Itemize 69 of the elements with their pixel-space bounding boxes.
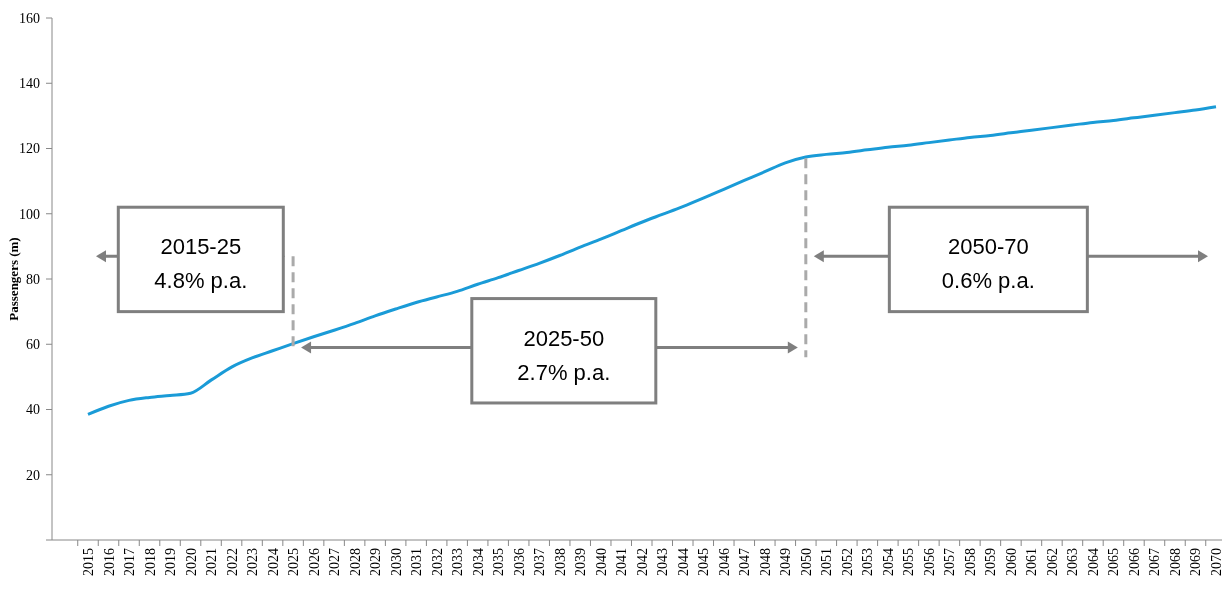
x-tick-label: 2062 <box>1044 548 1060 576</box>
x-tick-label: 2037 <box>532 548 548 576</box>
y-tick-label: 120 <box>19 141 40 157</box>
x-tick-label: 2060 <box>1003 548 1019 576</box>
x-tick-label: 2070 <box>1209 548 1224 576</box>
x-tick-label: 2031 <box>409 548 425 576</box>
x-tick-label: 2055 <box>901 548 917 576</box>
x-tick-label: 2066 <box>1126 548 1142 576</box>
x-tick-label: 2024 <box>265 548 281 576</box>
x-tick-label: 2058 <box>962 548 978 576</box>
x-tick-label: 2015 <box>81 548 96 576</box>
x-tick-label: 2069 <box>1188 548 1204 576</box>
annotation: 2050-70 0.6% p.a. <box>941 234 1035 294</box>
x-tick-label: 2038 <box>552 548 568 576</box>
y-tick-label: 60 <box>26 337 40 353</box>
x-tick-label: 2016 <box>101 548 117 576</box>
x-tick-label: 2044 <box>675 548 691 576</box>
x-tick-label: 2067 <box>1147 548 1163 576</box>
x-tick-label: 2052 <box>839 548 855 576</box>
x-tick-label: 2054 <box>880 548 896 576</box>
x-tick-label: 2049 <box>778 548 794 576</box>
x-tick-label: 2040 <box>593 548 609 576</box>
x-tick-label: 2057 <box>942 548 958 576</box>
x-tick-label: 2036 <box>511 548 527 576</box>
annotation: 2015-25 4.8% p.a. <box>154 234 248 294</box>
x-tick-label: 2030 <box>388 548 404 576</box>
x-tick-label: 2021 <box>204 548 220 576</box>
x-tick-label: 2018 <box>142 548 158 576</box>
x-tick-label: 2033 <box>450 548 466 576</box>
x-tick-label: 2068 <box>1167 548 1183 576</box>
x-tick-label: 2064 <box>1085 548 1101 576</box>
x-tick-label: 2059 <box>983 548 999 576</box>
x-tick-label: 2051 <box>819 548 835 576</box>
line-series <box>86 105 1218 416</box>
x-tick-label: 2050 <box>798 548 814 576</box>
x-tick-label: 2017 <box>122 548 138 576</box>
x-tick-label: 2056 <box>921 548 937 576</box>
x-tick-label: 2041 <box>614 548 630 576</box>
x-tick-label: 2035 <box>491 548 507 576</box>
x-tick-label: 2039 <box>573 548 589 576</box>
annotation: 2025-50 2.7% p.a. <box>517 325 611 385</box>
x-tick-label: 2029 <box>368 548 384 576</box>
x-tick-label: 2061 <box>1024 548 1040 576</box>
x-tick-label: 2027 <box>327 548 343 576</box>
x-tick-label: 2022 <box>224 548 240 576</box>
y-tick-label: 40 <box>26 402 40 418</box>
x-tick-label: 2046 <box>716 548 732 576</box>
x-tick-label: 2063 <box>1065 548 1081 576</box>
y-tick-label: 20 <box>26 467 40 483</box>
x-tick-label: 2065 <box>1106 548 1122 576</box>
y-tick-label: 160 <box>19 10 40 26</box>
x-tick-label: 2043 <box>655 548 671 576</box>
y-axis-title: Passengers (m) <box>6 237 21 321</box>
x-tick-label: 2028 <box>347 548 363 576</box>
x-tick-label: 2047 <box>737 548 753 576</box>
x-tick-label: 2042 <box>634 548 650 576</box>
x-tick-label: 2032 <box>429 548 445 576</box>
x-tick-label: 2048 <box>757 548 773 576</box>
x-tick-label: 2034 <box>470 548 486 576</box>
x-tick-label: 2045 <box>696 548 712 576</box>
y-tick-label: 100 <box>19 206 40 222</box>
x-tick-label: 2023 <box>245 548 261 576</box>
x-tick-label: 2020 <box>183 548 199 576</box>
x-tick-label: 2026 <box>306 548 322 576</box>
x-tick-label: 2019 <box>163 548 179 576</box>
x-tick-label: 2053 <box>860 548 876 576</box>
x-tick-label: 2025 <box>286 548 302 576</box>
y-tick-label: 80 <box>26 271 40 287</box>
y-tick-label: 140 <box>19 76 40 92</box>
